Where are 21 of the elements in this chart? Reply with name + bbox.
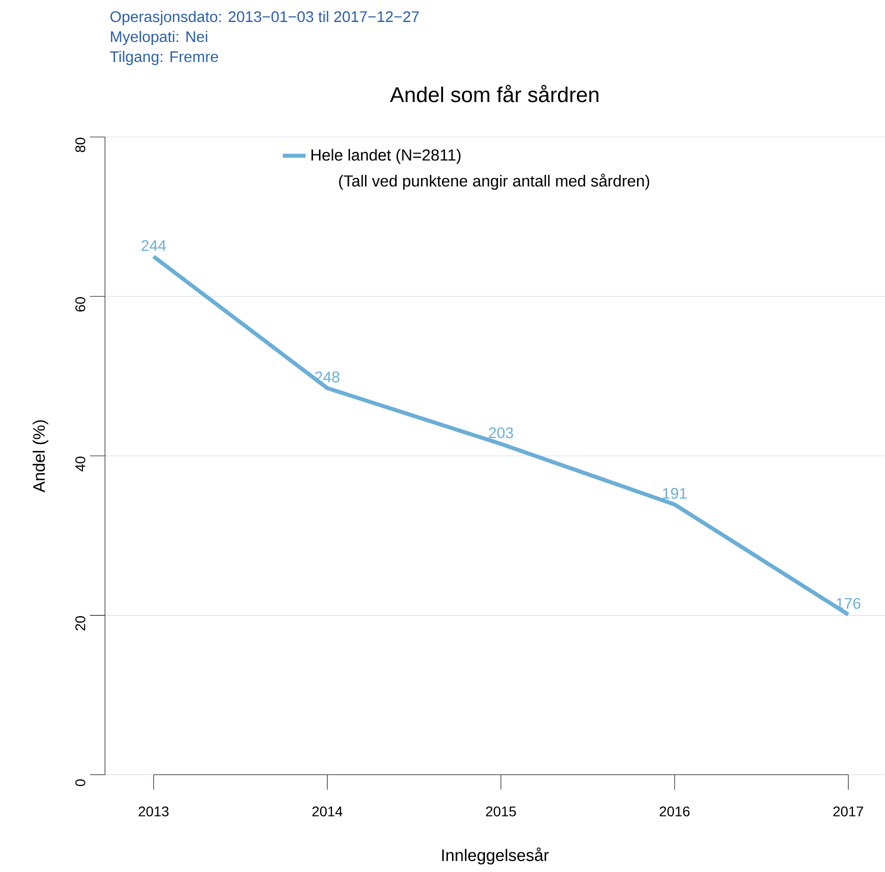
text: Operasjonsdato: 2013−01−03 til 2017−12−27 [110,10,419,26]
x-tick-label: 2013 [138,806,169,817]
annotation: 191 [662,488,687,499]
annotation: 203 [488,427,514,438]
annotation: (Tall ved punktene angir antall med sårdren) [339,174,650,190]
y-tick-label: 40 [75,456,86,472]
chart-title: Andel som får sårdren [390,85,598,102]
x-axis-title: Innleggelsesår [442,848,549,865]
x-tick-label: 2016 [660,806,690,817]
y-axis-title: Andel (%) [32,420,48,493]
text: Myelopati: Nei [110,30,208,46]
x-tick-label: 2017 [833,806,864,817]
y-tick-label: 0 [75,780,86,786]
x-tick-label: 2015 [486,806,516,817]
y-tick-label: 20 [75,616,86,631]
legend-label: Hele landet (N=2811) [312,149,460,164]
y-tick-label: 60 [75,297,86,312]
x-tick-label: 2014 [312,806,342,817]
y-tick-label: 80 [75,138,86,152]
annotation: 244 [142,240,166,251]
text: Tilgang: Fremre [110,50,218,66]
